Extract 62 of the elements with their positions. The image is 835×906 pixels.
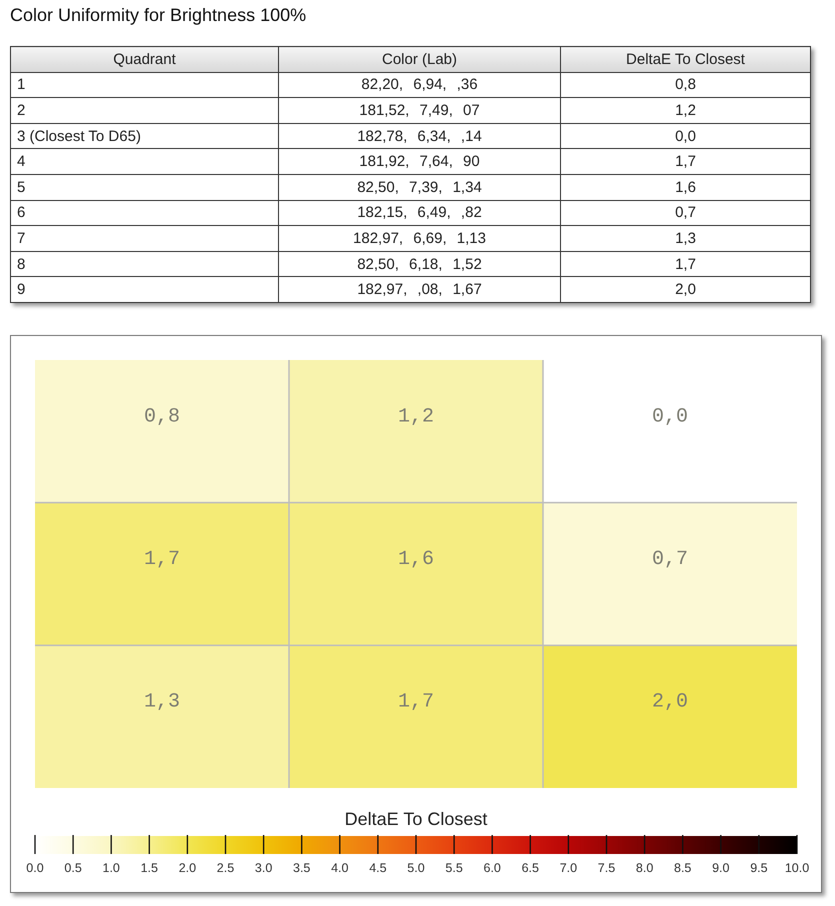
- color-bar-label: 6.0: [484, 861, 501, 875]
- color-bar-label: 2.0: [178, 861, 196, 875]
- data-label: 0,0: [652, 404, 688, 428]
- text: 182,97, 6,69, 1,13: [353, 230, 486, 247]
- data-label: 1,3: [144, 690, 180, 714]
- category-label: 6: [17, 204, 26, 222]
- color-bar-label: 4.5: [369, 861, 387, 875]
- category-label: 9: [17, 281, 26, 298]
- color-bar-label: 4.0: [331, 861, 349, 875]
- color-bar-label: 8.0: [636, 861, 654, 875]
- color-bar-label: 7.0: [560, 861, 578, 875]
- data-label: 2,0: [652, 690, 688, 714]
- color-bar-label: 5.0: [407, 861, 425, 875]
- color-bar-label: 2.5: [216, 861, 234, 875]
- color-bar-label: 10.0: [784, 861, 810, 875]
- text: 182,78, 6,34, ,14: [357, 128, 482, 145]
- category-label: 8: [17, 256, 26, 273]
- data-label: 0,7: [652, 548, 688, 570]
- text: 0,0: [675, 128, 696, 145]
- text: 182,15, 6,49, ,82: [357, 204, 482, 222]
- text: 0,7: [675, 204, 696, 222]
- text: 2,0: [675, 281, 696, 298]
- text: 181,92, 7,64, 90: [359, 153, 480, 170]
- text: 1,2: [675, 102, 696, 119]
- text: 182,97, ,08, 1,67: [357, 281, 482, 298]
- text: 1,7: [675, 256, 696, 273]
- category-label: 3 (Closest To D65): [17, 128, 141, 145]
- data-label: 0,8: [144, 404, 180, 428]
- color-bar-title: DeltaE To Closest: [344, 809, 488, 829]
- text: 0,8: [675, 76, 696, 94]
- category-label: 2: [17, 102, 26, 119]
- color-bar-label: 5.5: [445, 861, 463, 875]
- color-bar-label: 9.5: [750, 861, 768, 875]
- data-label: 1,7: [144, 548, 180, 570]
- color-bar-label: 0.0: [26, 861, 44, 875]
- data-label: 1,6: [398, 548, 434, 570]
- text: DeltaE To Closest: [626, 50, 745, 68]
- color-bar-label: 8.5: [674, 861, 692, 875]
- data-label: 1,7: [398, 690, 434, 714]
- text: 1,7: [675, 153, 696, 170]
- text: 181,52, 7,49, 07: [359, 102, 480, 119]
- color-bar-label: 1.0: [102, 861, 120, 875]
- text: 1,6: [675, 178, 696, 196]
- text: 1,3: [675, 230, 696, 247]
- color-bar-label: 6.5: [522, 861, 540, 875]
- category-label: 1: [17, 76, 26, 94]
- category-label: 7: [17, 230, 26, 247]
- text: 82,50, 7,39, 1,34: [357, 178, 482, 196]
- color-bar-label: 9.0: [712, 861, 730, 875]
- text: 82,20, 6,94, ,36: [361, 76, 478, 94]
- color-bar-label: 7.5: [598, 861, 616, 875]
- text: Color Uniformity for Brightness 100%: [10, 5, 306, 25]
- text: 82,50, 6,18, 1,52: [357, 256, 482, 273]
- category-label: 4: [17, 153, 26, 170]
- color-bar-label: 0.5: [64, 861, 82, 875]
- color-bar-label: 1.5: [140, 861, 158, 875]
- color-bar-label: 3.0: [254, 861, 272, 875]
- text: Quadrant: [113, 50, 176, 68]
- category-label: 5: [17, 178, 26, 196]
- color-bar-label: 3.5: [293, 861, 310, 875]
- text: Color (Lab): [382, 50, 458, 68]
- data-label: 1,2: [398, 404, 434, 428]
